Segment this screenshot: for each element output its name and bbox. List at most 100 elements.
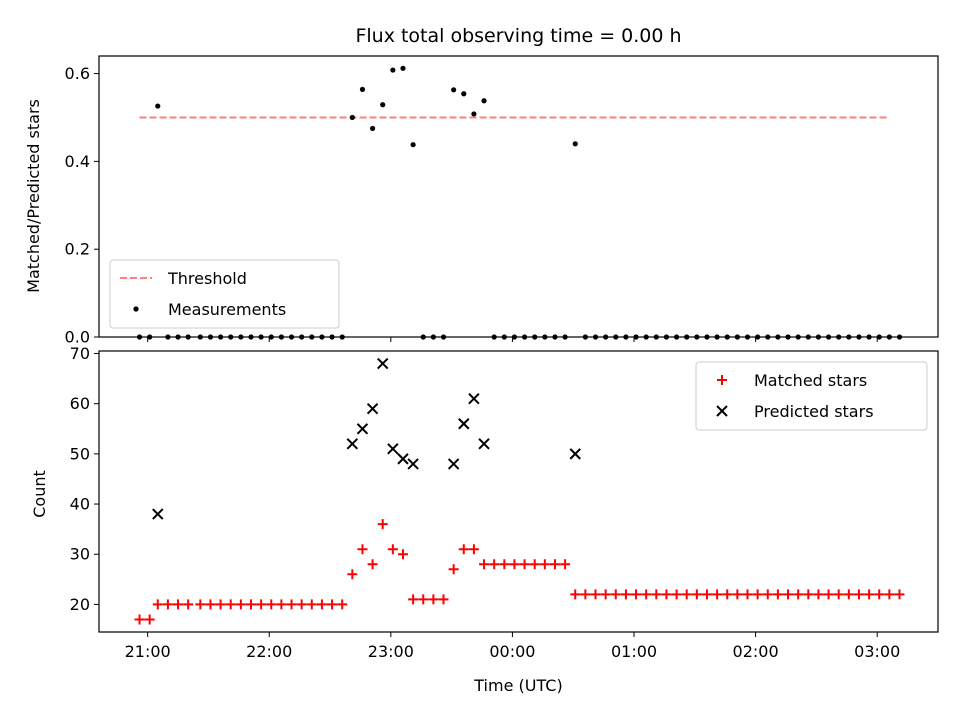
matched-star-point <box>580 589 591 600</box>
measurement-point <box>775 334 781 340</box>
measurement-point <box>734 334 740 340</box>
measurement-point <box>349 114 355 121</box>
matched-star-point <box>468 544 479 555</box>
matched-star-point <box>712 589 723 600</box>
measurement-point <box>896 334 903 340</box>
measurement-point <box>400 65 406 71</box>
matched-star-point <box>418 594 429 605</box>
measurement-point <box>643 334 649 340</box>
matched-star-point <box>742 589 753 600</box>
matched-star-point <box>367 559 378 570</box>
measurement-point <box>785 334 791 340</box>
matched-star-point <box>752 589 763 600</box>
measurement-point <box>613 334 619 340</box>
y-tick-label: 70 <box>70 344 90 363</box>
y-tick-label: 50 <box>70 444 90 463</box>
y-tick-label: 20 <box>70 595 90 614</box>
matched-star-point <box>152 599 163 610</box>
matched-star-point <box>661 589 672 600</box>
matched-star-point <box>397 549 408 560</box>
matched-star-point <box>256 599 267 610</box>
matched-star-point <box>884 589 895 600</box>
matched-star-point <box>235 599 246 610</box>
measurement-point <box>663 334 670 340</box>
measurement-point <box>278 334 284 340</box>
matched-star-point <box>387 544 398 555</box>
predicted-star-point <box>366 402 379 415</box>
measurement-point <box>542 334 548 340</box>
measurement-point <box>876 334 882 340</box>
legend-marker <box>133 306 139 312</box>
legend-box <box>109 259 340 329</box>
matched-star-point <box>337 599 348 610</box>
measurement-point <box>461 91 467 97</box>
measurement-point <box>501 334 507 340</box>
predicted-star-point <box>447 458 460 470</box>
predicted-star-point <box>569 448 581 460</box>
matched-star-point <box>266 599 277 610</box>
matched-star-point <box>306 599 317 610</box>
measurement-point <box>572 141 578 147</box>
matched-star-point <box>162 599 173 610</box>
measurement-point <box>582 334 588 340</box>
measurement-point <box>369 125 376 132</box>
measurement-point <box>684 334 690 340</box>
matched-star-point <box>377 519 388 530</box>
matched-star-point <box>772 589 783 600</box>
matched-star-point <box>225 599 236 610</box>
predicted-star-point <box>346 438 359 450</box>
predicted-star-point <box>377 357 389 370</box>
measurement-point <box>532 334 538 340</box>
matched-star-point <box>671 589 682 600</box>
legend-marker <box>717 375 727 385</box>
chart-title: Flux total observing time = 0.00 h <box>355 25 681 47</box>
measurement-point <box>825 334 832 340</box>
measurement-point <box>836 334 842 340</box>
matched-star-point <box>631 589 642 600</box>
matched-star-point <box>681 589 692 600</box>
matched-star-point <box>144 614 155 625</box>
measurement-point <box>704 334 710 340</box>
matched-star-point <box>610 589 621 600</box>
measurement-point <box>329 334 335 340</box>
matched-star-point <box>448 564 459 575</box>
matched-star-point <box>651 589 662 600</box>
measurement-point <box>288 334 295 340</box>
legend-label: Measurements <box>168 300 286 319</box>
y-tick-label: 30 <box>70 545 90 564</box>
matched-star-point <box>549 559 560 570</box>
matched-star-point <box>428 594 439 605</box>
measurement-point <box>248 334 254 340</box>
x-tick-label: 21:00 <box>125 642 171 661</box>
predicted-star-point <box>478 438 490 450</box>
matched-star-point <box>347 569 358 580</box>
measurement-point <box>175 334 181 340</box>
x-tick-label: 00:00 <box>489 642 535 661</box>
measurement-point <box>694 334 700 340</box>
bottom-y-axis-label: Count <box>30 470 49 518</box>
bottom-panel: 20 30 40 50 60 70 21:00 22:00 23:00 00:00 01:00 02:… <box>70 344 939 661</box>
measurement-point <box>309 334 315 340</box>
measurement-point <box>185 334 191 340</box>
predicted-star-point <box>468 392 480 405</box>
matched-star-point <box>134 614 145 625</box>
legend: Matched stars Predicted stars <box>695 361 928 431</box>
legend-label: Predicted stars <box>754 402 874 421</box>
matched-star-point <box>600 589 611 600</box>
matched-star-point <box>316 599 327 610</box>
matched-star-point <box>762 589 773 600</box>
measurement-point <box>451 87 457 93</box>
measurement-point <box>846 334 852 340</box>
matched-star-point <box>509 559 520 570</box>
measurement-point <box>299 334 305 340</box>
top-y-axis-label: Matched/Predicted stars <box>24 99 43 293</box>
measurement-point <box>856 334 862 340</box>
predicted-star-point <box>356 423 369 435</box>
measurement-point <box>592 334 599 340</box>
top-panel: 0.0 0.2 0.4 0.6 Threshold Measurements <box>65 55 939 347</box>
matched-star-point <box>195 599 206 610</box>
plot-frame <box>98 55 939 338</box>
measurement-point <box>217 334 224 340</box>
measurement-point <box>258 334 264 340</box>
